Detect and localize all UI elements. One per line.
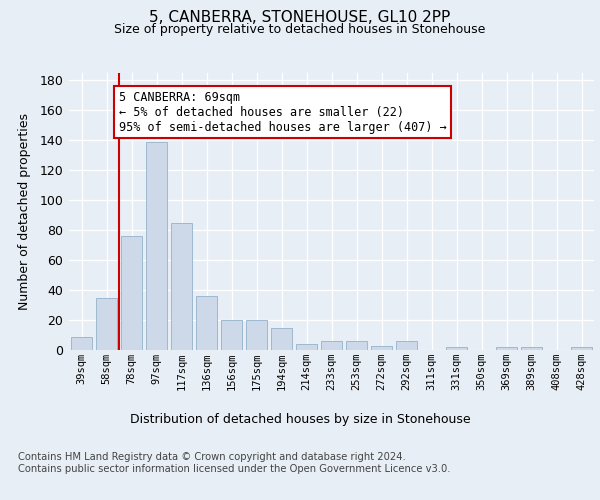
Bar <box>446 347 467 350</box>
Text: Distribution of detached houses by size in Stonehouse: Distribution of detached houses by size … <box>130 412 470 426</box>
Bar <box>321 341 342 350</box>
Text: 5, CANBERRA, STONEHOUSE, GL10 2PP: 5, CANBERRA, STONEHOUSE, GL10 2PP <box>149 10 451 25</box>
Bar <box>271 328 292 350</box>
Bar <box>146 142 167 350</box>
Bar <box>346 341 367 350</box>
Bar <box>121 236 142 350</box>
Bar <box>221 320 242 350</box>
Bar <box>571 347 592 350</box>
Bar <box>396 341 417 350</box>
Text: Contains HM Land Registry data © Crown copyright and database right 2024.
Contai: Contains HM Land Registry data © Crown c… <box>18 452 451 474</box>
Bar <box>296 344 317 350</box>
Bar <box>496 347 517 350</box>
Bar <box>521 347 542 350</box>
Bar <box>196 296 217 350</box>
Text: Size of property relative to detached houses in Stonehouse: Size of property relative to detached ho… <box>115 23 485 36</box>
Y-axis label: Number of detached properties: Number of detached properties <box>18 113 31 310</box>
Bar <box>246 320 267 350</box>
Bar <box>96 298 117 350</box>
Bar <box>371 346 392 350</box>
Bar <box>71 336 92 350</box>
Text: 5 CANBERRA: 69sqm
← 5% of detached houses are smaller (22)
95% of semi-detached : 5 CANBERRA: 69sqm ← 5% of detached house… <box>119 90 446 134</box>
Bar <box>171 222 192 350</box>
